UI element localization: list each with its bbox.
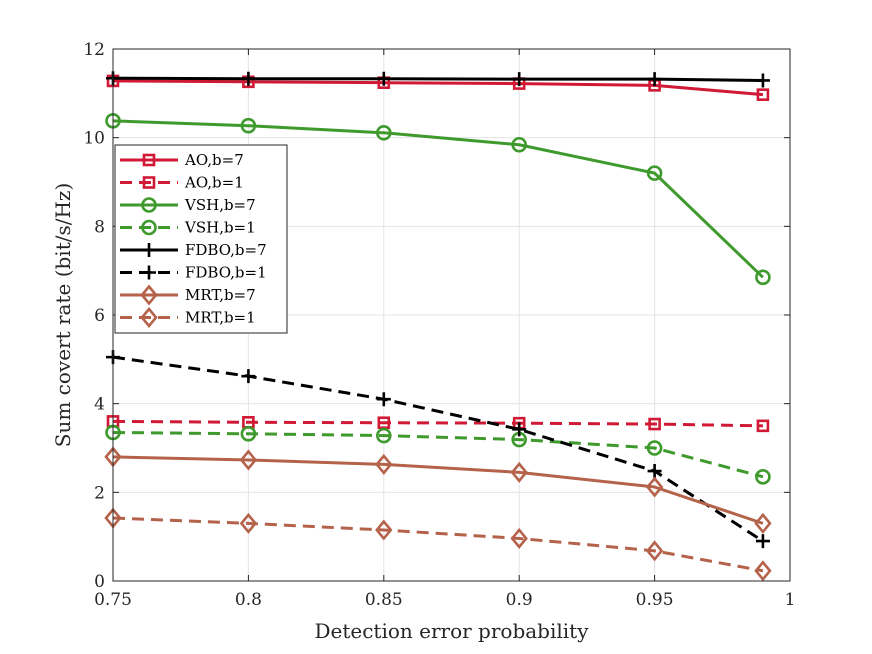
data-point-square — [756, 88, 770, 101]
series-line — [112, 79, 764, 97]
data-point-plus — [512, 422, 527, 437]
data-point-plus — [512, 72, 527, 87]
legend-label: FDBO,b=1 — [185, 264, 267, 282]
data-point-diamond — [375, 519, 393, 541]
series-line — [112, 76, 763, 82]
x-tick-label: 0.85 — [365, 590, 403, 610]
data-point-plus — [376, 392, 391, 407]
legend-label: MRT,b=7 — [185, 286, 256, 304]
data-point-diamond — [375, 453, 393, 475]
data-point-circle — [240, 426, 257, 442]
data-point-plus — [376, 71, 391, 86]
legend-marker-plus — [142, 243, 156, 257]
legend-label: MRT,b=1 — [185, 309, 256, 327]
data-point-circle — [511, 136, 528, 153]
legend-label: FDBO,b=7 — [185, 241, 267, 259]
data-point-diamond — [754, 560, 772, 582]
legend-marker-square — [142, 176, 156, 189]
data-point-plus — [241, 71, 256, 86]
legend-marker-diamond — [140, 306, 158, 329]
y-tick-label: 4 — [94, 395, 105, 415]
legend-label: VSH,b=7 — [184, 196, 256, 214]
data-point-circle — [646, 165, 663, 181]
x-tick-label: 0.8 — [235, 590, 262, 610]
data-point-circle — [755, 469, 771, 485]
y-tick-label: 10 — [83, 129, 105, 149]
legend-marker-square — [142, 153, 156, 167]
series-layer — [104, 71, 772, 582]
data-point-diamond — [645, 540, 664, 562]
data-point-plus — [241, 369, 256, 384]
legend-marker-diamond — [140, 284, 158, 306]
data-point-square — [648, 417, 661, 431]
series-line — [112, 119, 764, 279]
data-point-circle — [240, 117, 257, 134]
data-point-plus — [755, 73, 770, 88]
series-line — [112, 516, 764, 573]
y-tick-label: 8 — [94, 217, 105, 237]
data-point-plus — [755, 534, 770, 549]
x-tick-label: 0.95 — [636, 590, 674, 610]
legend: AO,b=7 AO,b=1 VSH,b=7 VSH,b=1 FDBO,b=7 FDBO,b… — [114, 144, 288, 334]
legend-marker-circle — [141, 197, 157, 213]
y-tick-label: 12 — [83, 40, 105, 60]
data-point-diamond — [239, 512, 258, 534]
data-point-diamond — [239, 449, 258, 471]
x-tick-label: 0.9 — [506, 590, 533, 610]
series-vsh-b-7 — [105, 113, 771, 286]
data-point-circle — [375, 427, 392, 444]
data-point-diamond — [754, 512, 772, 534]
legend-label: VSH,b=1 — [184, 219, 256, 237]
x-tick-label: 1 — [785, 590, 796, 610]
y-axis-label: Sum covert rate (bit/s/Hz) — [51, 183, 75, 448]
legend-label: AO,b=1 — [184, 174, 244, 192]
series-line — [112, 355, 764, 543]
series-line — [112, 455, 764, 525]
data-point-square — [756, 419, 770, 433]
data-point-circle — [375, 124, 392, 141]
x-axis-label: Detection error probability — [314, 619, 589, 643]
y-tick-label: 2 — [94, 483, 105, 503]
data-point-plus — [647, 464, 662, 479]
data-point-circle — [755, 269, 771, 286]
series-line — [112, 430, 764, 479]
data-point-diamond — [510, 461, 528, 483]
data-point-circle — [646, 440, 663, 456]
y-tick-label: 6 — [94, 306, 105, 326]
x-tick-label: 0.75 — [94, 590, 132, 610]
data-point-diamond — [510, 527, 528, 549]
series-line — [112, 419, 763, 428]
legend-marker-plus — [142, 265, 156, 280]
data-point-plus — [647, 72, 662, 87]
series-fdbo-b-7 — [106, 71, 770, 88]
y-tick-label: 0 — [94, 572, 105, 592]
data-point-square — [377, 416, 391, 430]
legend-label: AO,b=7 — [184, 151, 244, 169]
legend-marker-circle — [141, 219, 157, 236]
data-point-diamond — [645, 476, 664, 498]
